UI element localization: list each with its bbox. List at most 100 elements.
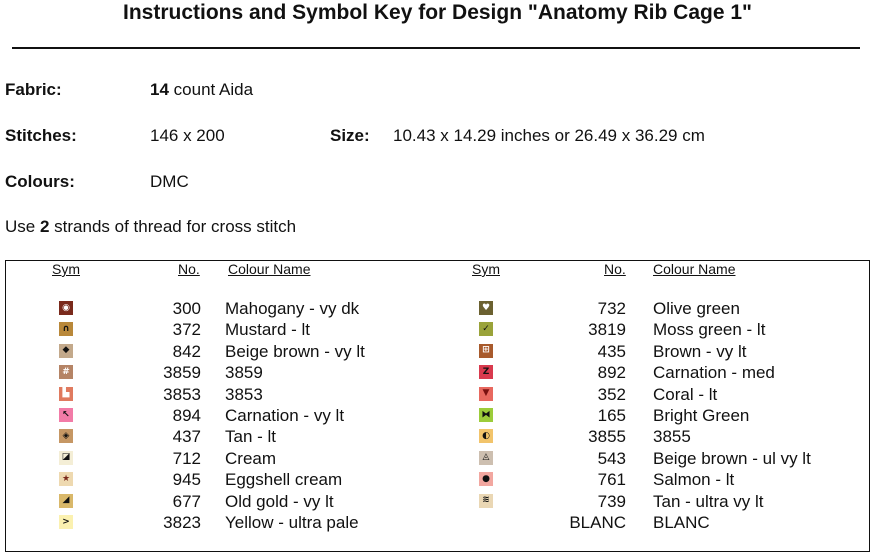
colour-name: Beige brown - vy lt [225,341,365,361]
key-row: ♥ 732 Olive green [0,298,875,319]
colour-name: Yellow - ultra pale [225,513,359,532]
dmc-number: BLANC [569,513,626,532]
title-divider [12,47,860,49]
dmc-number: 437 [172,427,201,447]
symbol-swatch-icon: ✓ [479,322,493,337]
header-sym-left: Sym [52,261,80,277]
key-row: ▼ 352 Coral - lt [0,384,875,405]
colour-name: Carnation - vy lt [225,406,345,425]
symbol-swatch-icon: ◆ [59,343,73,358]
symbol-swatch-icon: ◪ [59,450,73,465]
key-row: ∩ 372 Mustard - lt [0,319,875,340]
colour-name: Cream [225,448,277,468]
key-row: ◆ 842 Beige brown - vy lt [0,341,875,362]
symbol-swatch-icon: # [59,365,73,380]
symbol-swatch-icon: ∩ [59,322,73,337]
colour-name: 3855 [653,427,691,447]
key-row: ◐ 3855 3855 [0,426,875,447]
dmc-number: 3855 [588,427,626,447]
strands-count: 2 [39,217,50,236]
symbol-swatch-icon: > [59,515,73,529]
colours-value: DMC [150,172,189,191]
key-row: ▙ 3853 3853 [0,384,875,405]
colour-name: Eggshell cream [225,470,343,490]
dmc-number: 3853 [163,384,201,404]
header-no-right: No. [604,261,626,277]
key-row: ◉ 300 Mahogany - vy dk [0,298,875,319]
strands-pre: Use [5,217,36,236]
key-row: ● 761 Salmon - lt [0,469,875,490]
dmc-number: 372 [172,320,201,340]
key-row: ◪ 712 Cream [0,448,875,469]
dmc-number: 712 [172,448,201,468]
symbol-swatch-icon: ◐ [479,429,493,444]
dmc-number: 945 [172,470,201,490]
dmc-number: 842 [172,341,201,361]
colour-name: Mustard - lt [225,320,311,340]
symbol-swatch-icon: ♥ [479,301,493,315]
stitches-label: Stitches: [5,126,77,145]
key-row: BLANC BLANC [0,512,875,533]
colour-name: Old gold - vy lt [225,491,334,511]
symbol-swatch-icon: ◬ [479,450,493,465]
dmc-number: 761 [597,470,626,490]
symbol-swatch-icon: ⊞ [479,343,493,358]
strands-post: strands of thread for cross stitch [54,217,297,236]
colour-name: Coral - lt [653,384,718,404]
dmc-number: 3819 [588,320,626,340]
key-row: ★ 945 Eggshell cream [0,469,875,490]
colour-name: 3859 [225,363,263,383]
symbol-swatch-icon: ▙ [59,386,73,401]
key-row: ◈ 437 Tan - lt [0,426,875,447]
symbol-swatch-icon: ◉ [59,301,73,315]
key-row: #3859 3859 [0,362,875,383]
key-row: Z 892 Carnation - med [0,362,875,383]
dmc-number: 739 [597,491,626,511]
symbol-swatch-icon: ↖ [59,408,73,422]
size-label: Size: [330,126,370,145]
header-name-left: Colour Name [228,261,311,277]
key-row: ⧓ 165 Bright Green [0,405,875,426]
symbol-swatch-icon: ▼ [479,386,493,401]
stitches-value: 146 x 200 [150,126,225,145]
fabric-type: count Aida [173,80,254,99]
symbol-swatch-icon: ◢ [59,493,73,508]
header-name-right: Colour Name [653,261,736,277]
dmc-number: 543 [597,448,626,468]
dmc-number: 435 [597,341,626,361]
strands-instruction: Use 2 strands of thread for cross stitch [5,217,296,237]
header-no-left: No. [178,261,200,277]
colour-name: BLANC [653,513,710,532]
colour-name: Beige brown - ul vy lt [653,448,811,468]
fabric-count: 14 [150,80,169,99]
key-row: ◬ 543 Beige brown - ul vy lt [0,448,875,469]
colour-name: 3853 [225,384,263,404]
colour-name: Salmon - lt [653,470,735,490]
dmc-number: 677 [172,491,201,511]
symbol-swatch-icon: ◈ [59,429,73,444]
symbol-swatch-icon: ⧓ [479,408,493,422]
symbol-swatch-icon: ★ [59,472,73,487]
dmc-number: 165 [597,406,626,425]
colours-label: Colours: [5,172,75,191]
symbol-swatch-icon: Z [479,365,493,380]
dmc-number: 894 [172,406,201,425]
symbol-key-table [5,260,870,552]
colour-name: Brown - vy lt [653,341,747,361]
key-row: ⊞ 435 Brown - vy lt [0,341,875,362]
colour-name: Carnation - med [653,363,775,383]
dmc-number: 3823 [163,513,201,532]
dmc-number: 300 [172,299,201,318]
colour-name: Tan - lt [225,427,277,447]
fabric-value: 14 count Aida [150,80,253,100]
symbol-swatch-icon: ≋ [479,493,493,508]
key-row: ✓ 3819 Moss green - lt [0,319,875,340]
size-value: 10.43 x 14.29 inches or 26.49 x 36.29 cm [393,126,705,145]
dmc-number: 352 [597,384,626,404]
key-row: >3823 Yellow - ultra pale [0,512,875,533]
dmc-number: 892 [597,363,626,383]
colour-name: Mahogany - vy dk [225,299,360,318]
header-sym-right: Sym [472,261,500,277]
colour-name: Moss green - lt [653,320,766,340]
dmc-number: 732 [597,299,626,318]
